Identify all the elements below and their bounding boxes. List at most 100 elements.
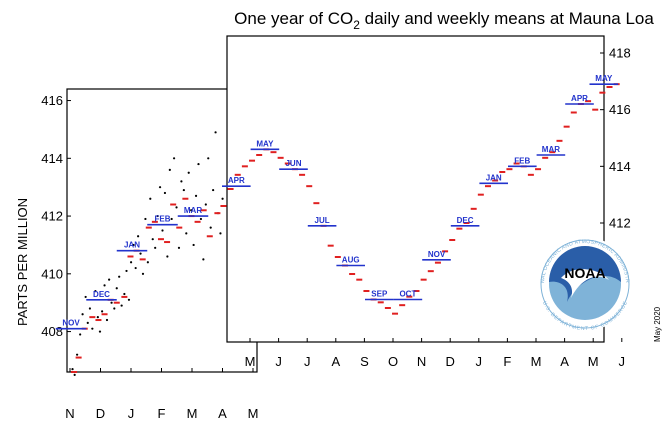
back-daily-point <box>199 217 203 221</box>
back-daily-point <box>137 235 140 238</box>
back-xtick-label: M <box>248 406 259 421</box>
back-daily-point <box>170 217 173 221</box>
back-daily-point <box>187 171 190 174</box>
front-monthly-label: APR <box>571 94 588 103</box>
back-daily-point <box>182 188 185 192</box>
front-ytick-label: 412 <box>609 216 631 231</box>
front-ytick-label: 414 <box>609 159 631 174</box>
back-daily-point <box>156 214 159 218</box>
back-daily-point <box>86 321 89 325</box>
back-daily-point <box>214 131 217 134</box>
back-daily-point <box>71 368 74 371</box>
back-daily-point <box>103 284 106 287</box>
chart-title: One year of CO2 daily and weekly means a… <box>234 9 654 32</box>
back-daily-point <box>76 353 79 356</box>
back-daily-point <box>172 157 176 160</box>
back-daily-point <box>110 301 113 304</box>
back-daily-point <box>84 295 87 299</box>
back-daily-point <box>98 330 102 333</box>
front-xtick-label: J <box>619 354 626 369</box>
back-daily-point <box>81 313 84 316</box>
back-ytick-label: 414 <box>41 151 63 166</box>
front-xtick-label: A <box>560 354 569 369</box>
back-monthly-label: NOV <box>62 319 80 328</box>
back-xtick-label: D <box>96 406 105 421</box>
back-daily-point <box>149 197 152 200</box>
back-ytick-label: 408 <box>41 324 63 339</box>
date-label: May 2020 <box>653 306 662 342</box>
back-daily-point <box>212 188 215 192</box>
back-monthly-label: MAR <box>184 206 202 215</box>
back-xtick-label: J <box>128 406 135 421</box>
front-xtick-label: J <box>304 354 311 369</box>
back-daily-point <box>123 292 126 296</box>
back-daily-point <box>73 373 76 376</box>
back-daily-point <box>91 327 94 330</box>
front-xtick-label: J <box>476 354 483 369</box>
noaa-logo-gull <box>561 269 609 298</box>
back-ytick-label: 416 <box>41 93 63 108</box>
front-monthly-label: JAN <box>486 173 502 182</box>
back-daily-point <box>192 243 195 247</box>
front-xtick-label: F <box>503 354 511 369</box>
back-monthly-label: FEB <box>155 215 171 224</box>
back-daily-point <box>129 261 133 264</box>
front-xtick-label: M <box>531 354 542 369</box>
front-monthly-label: MAR <box>542 145 560 154</box>
back-daily-point <box>146 261 149 264</box>
front-monthly-label: APR <box>228 176 245 185</box>
back-daily-point <box>163 191 167 195</box>
front-xtick-label: S <box>360 354 369 369</box>
back-daily-point <box>113 307 116 310</box>
back-daily-point <box>185 232 188 235</box>
back-xtick-label: N <box>65 406 74 421</box>
front-xtick-label: D <box>446 354 455 369</box>
back-daily-point <box>204 203 207 206</box>
back-daily-point <box>101 310 104 313</box>
back-daily-point <box>115 287 118 290</box>
back-daily-point <box>175 206 178 209</box>
front-monthly-label: SEP <box>371 290 388 299</box>
back-daily-point <box>177 246 181 249</box>
back-daily-point <box>151 238 154 241</box>
front-monthly-label: JUN <box>285 159 301 168</box>
back-daily-point <box>132 243 135 247</box>
back-daily-point <box>190 209 193 212</box>
front-monthly-label: JUL <box>315 216 330 225</box>
back-xtick-label: F <box>158 406 166 421</box>
back-daily-point <box>139 252 142 255</box>
back-daily-point <box>202 258 205 261</box>
back-daily-point <box>194 194 198 197</box>
back-daily-point <box>134 266 137 270</box>
front-xtick-label: M <box>245 354 256 369</box>
front-ytick-label: 418 <box>609 46 631 61</box>
noaa-logo-name: NOAA <box>564 265 605 281</box>
back-xtick-label: M <box>187 406 198 421</box>
back-daily-point <box>105 318 109 322</box>
back-daily-point <box>79 333 82 336</box>
back-monthly-label: JAN <box>124 241 140 250</box>
back-daily-point <box>161 229 164 232</box>
front-monthly-label: DEC <box>457 216 474 225</box>
front-monthly-label: MAY <box>256 139 274 148</box>
back-daily-point <box>209 226 212 229</box>
back-daily-point <box>166 255 169 258</box>
back-monthly-label: DEC <box>93 290 110 299</box>
back-ytick-label: 412 <box>41 209 63 224</box>
front-panel: 412 414 416 418 APR MAY JUN JUL AUG SEP OCT NOV DEC… <box>220 35 632 343</box>
front-xtick-label: N <box>417 354 426 369</box>
back-xtick-label: A <box>218 406 227 421</box>
back-daily-point <box>158 186 162 189</box>
back-daily-point <box>168 168 171 171</box>
back-daily-point <box>221 197 224 200</box>
back-daily-point <box>141 272 145 275</box>
back-daily-point <box>118 275 121 278</box>
front-monthly-label: NOV <box>428 250 446 259</box>
back-daily-point <box>219 232 222 235</box>
back-daily-point <box>88 307 92 310</box>
back-daily-point <box>125 269 128 273</box>
front-monthly-label: AUG <box>342 256 360 265</box>
back-panel: 408 410 412 414 416 NOV DEC JAN FEB MAR <box>41 88 258 376</box>
front-xtick-label: A <box>331 354 340 369</box>
noaa-logo: NOAA NATIONAL OCEANIC AND ATMOSPHERIC AD… <box>538 237 632 332</box>
